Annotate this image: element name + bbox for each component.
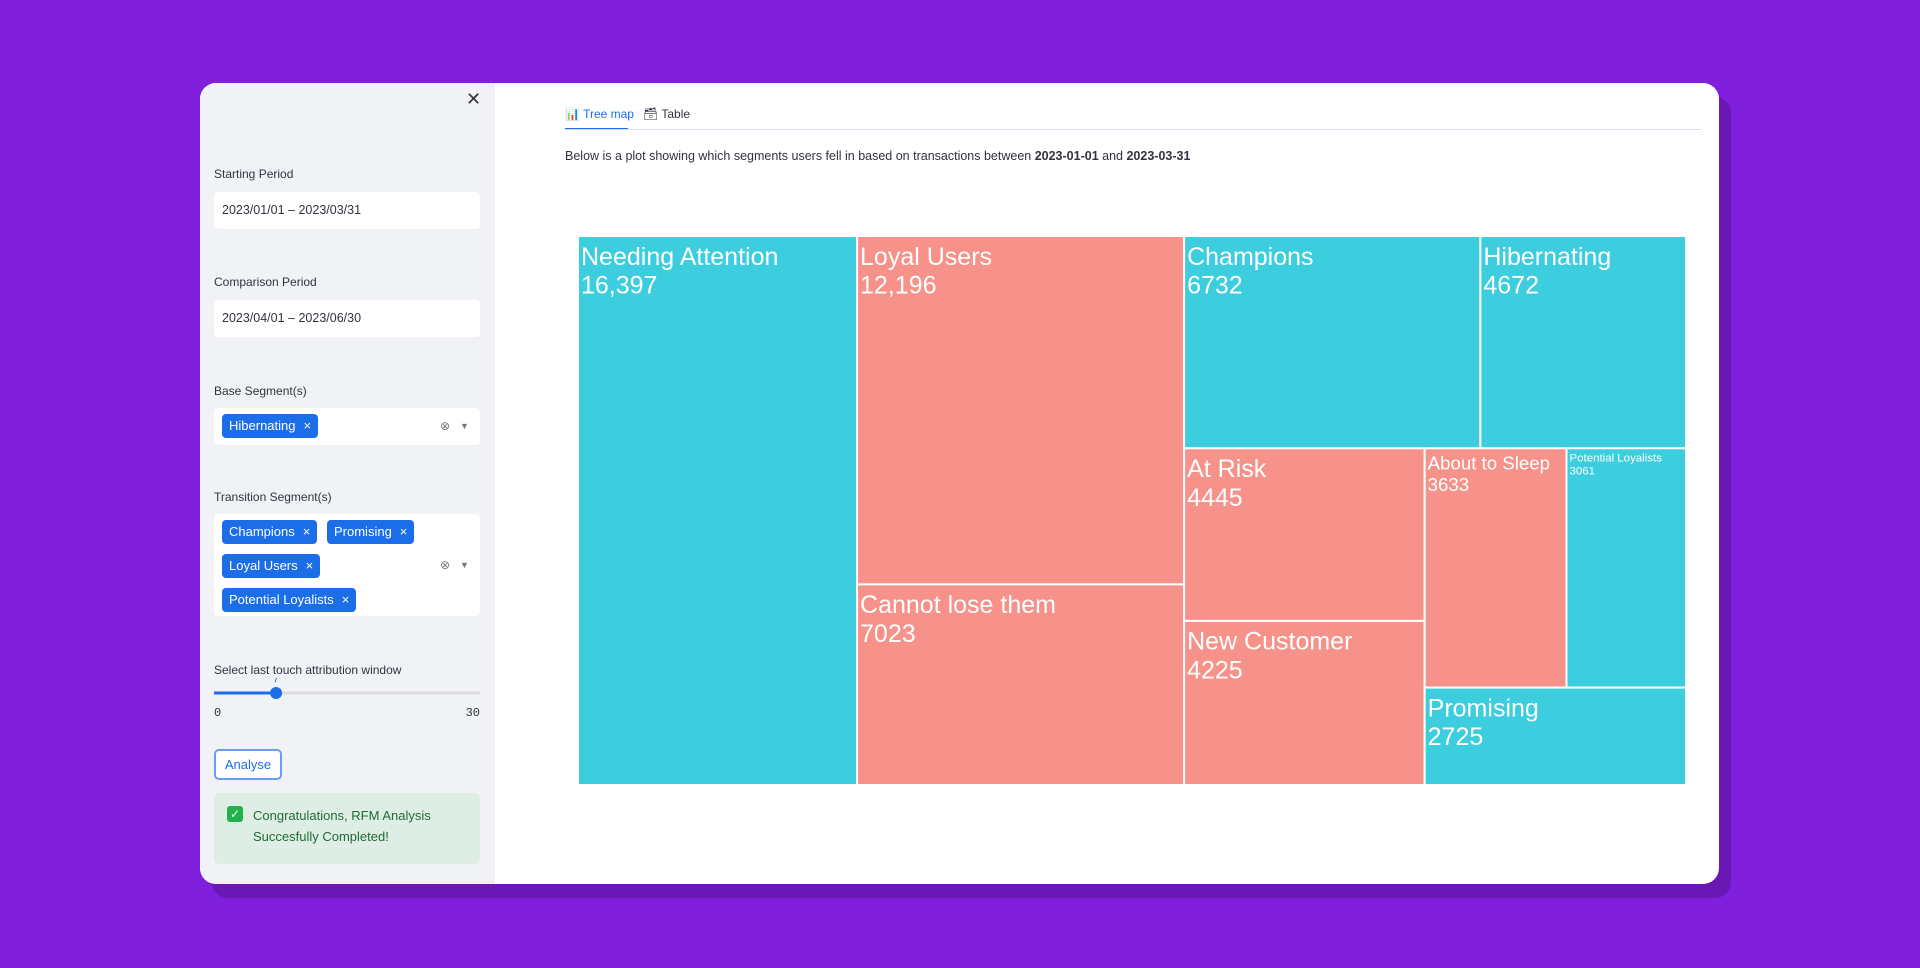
date: 2023-03-31: [1126, 149, 1191, 163]
tile-value: 7023: [860, 620, 916, 648]
tag[interactable]: Promising ×: [327, 520, 415, 544]
success-text: Congratulations, RFM Analysis Succesfull…: [253, 808, 431, 844]
tag-text: Promising: [334, 524, 392, 539]
date-input[interactable]: 2023/01/01 – 2023/03/31: [214, 192, 480, 229]
tile-label: About to Sleep: [1428, 453, 1550, 474]
tile-label: New Customer: [1187, 628, 1352, 656]
field-label: Base Segment(s): [214, 384, 307, 398]
tile-value: 4445: [1187, 484, 1243, 512]
multiselect[interactable]: Champions × Promising × Loyal Users × Poten…: [214, 514, 480, 616]
tag[interactable]: Potential Loyalists ×: [222, 588, 357, 612]
tile-value: 3061: [1569, 466, 1595, 478]
field-label: Select last touch attribution window: [214, 663, 402, 677]
slider-value: 7: [273, 678, 280, 686]
slider-min: 0: [214, 706, 221, 720]
analyse-button[interactable]: Analyse: [214, 749, 282, 780]
dropdown-icon[interactable]: ▼: [460, 560, 469, 570]
tag-text: Champions: [229, 524, 295, 539]
date-input[interactable]: 2023/04/01 – 2023/06/30: [214, 300, 480, 337]
tag[interactable]: Hibernating ×: [222, 414, 319, 438]
field-label: Transition Segment(s): [214, 490, 332, 504]
treemap-tile: [1565, 447, 1687, 689]
text: and: [1098, 149, 1127, 163]
slider-max: 30: [466, 706, 480, 720]
tile-label: Needing Attention: [581, 243, 778, 271]
tile-value: 16,397: [581, 272, 657, 300]
description: Below is a plot showing which segments u…: [565, 149, 1190, 163]
tag[interactable]: Champions ×: [222, 520, 318, 544]
tag[interactable]: Loyal Users ×: [222, 554, 321, 578]
date: 2023-01-01: [1034, 149, 1099, 163]
treemap-tile: [1183, 619, 1426, 786]
tile-label: Loyal Users: [860, 243, 992, 271]
clear-icon[interactable]: ⊗: [440, 419, 451, 433]
app-window: ✕ Starting Period 2023/01/01 – 2023/03/3…: [200, 83, 1719, 884]
tag-text: Hibernating: [229, 418, 296, 433]
tile-value: 4225: [1187, 656, 1243, 684]
field-label: Starting Period: [214, 167, 294, 181]
tile-label: At Risk: [1187, 455, 1267, 483]
sidebar: ✕ Starting Period 2023/01/01 – 2023/03/3…: [200, 83, 495, 884]
treemap-tile: [1183, 447, 1426, 622]
tab[interactable]: 📊 Tree map: [565, 107, 634, 121]
tile-value: 6732: [1187, 272, 1243, 300]
tile-label: Champions: [1187, 243, 1313, 271]
treemap-tile: [1183, 235, 1482, 450]
tag-text: Potential Loyalists: [229, 592, 334, 607]
success-box: ✓ Congratulations, RFM Analysis Succesfu…: [214, 793, 480, 864]
tile-value: 2725: [1428, 723, 1484, 751]
field-label: Comparison Period: [214, 275, 317, 289]
clear-icon[interactable]: ⊗: [440, 558, 451, 572]
multiselect[interactable]: Hibernating × ⊗ ▼: [214, 408, 480, 445]
treemap-tile: [577, 235, 859, 786]
dropdown-icon[interactable]: ▼: [460, 421, 469, 431]
check-icon: ✓: [227, 806, 243, 822]
tile-value: 4672: [1483, 272, 1539, 300]
treemap-tile: [1423, 686, 1688, 787]
tile-value: 3633: [1428, 474, 1469, 495]
tile-value: 12,196: [860, 272, 936, 300]
tab-label: Table: [661, 107, 691, 121]
tab[interactable]: 🗃 Table: [643, 107, 691, 121]
text: Below is a plot showing which segments u…: [565, 149, 1035, 163]
main-area: 📊 Tree map 🗃 Table Below is a plot showi…: [495, 83, 1719, 884]
tab-label: Tree map: [583, 107, 634, 121]
tile-label: Potential Loyalists: [1569, 452, 1662, 464]
treemap-tile: [1479, 235, 1688, 450]
tile-label: Hibernating: [1483, 243, 1611, 271]
close-button[interactable]: ✕: [466, 89, 482, 109]
treemap-tile: [856, 235, 1186, 586]
tile-label: Cannot lose them: [860, 591, 1056, 619]
tile-label: Promising: [1428, 694, 1539, 722]
treemap-tile: [856, 583, 1186, 786]
tag-text: Loyal Users: [229, 558, 298, 573]
slider-thumb: [270, 687, 283, 699]
tab-divider: [565, 129, 1701, 130]
slider[interactable]: 7 0 30: [200, 678, 495, 738]
